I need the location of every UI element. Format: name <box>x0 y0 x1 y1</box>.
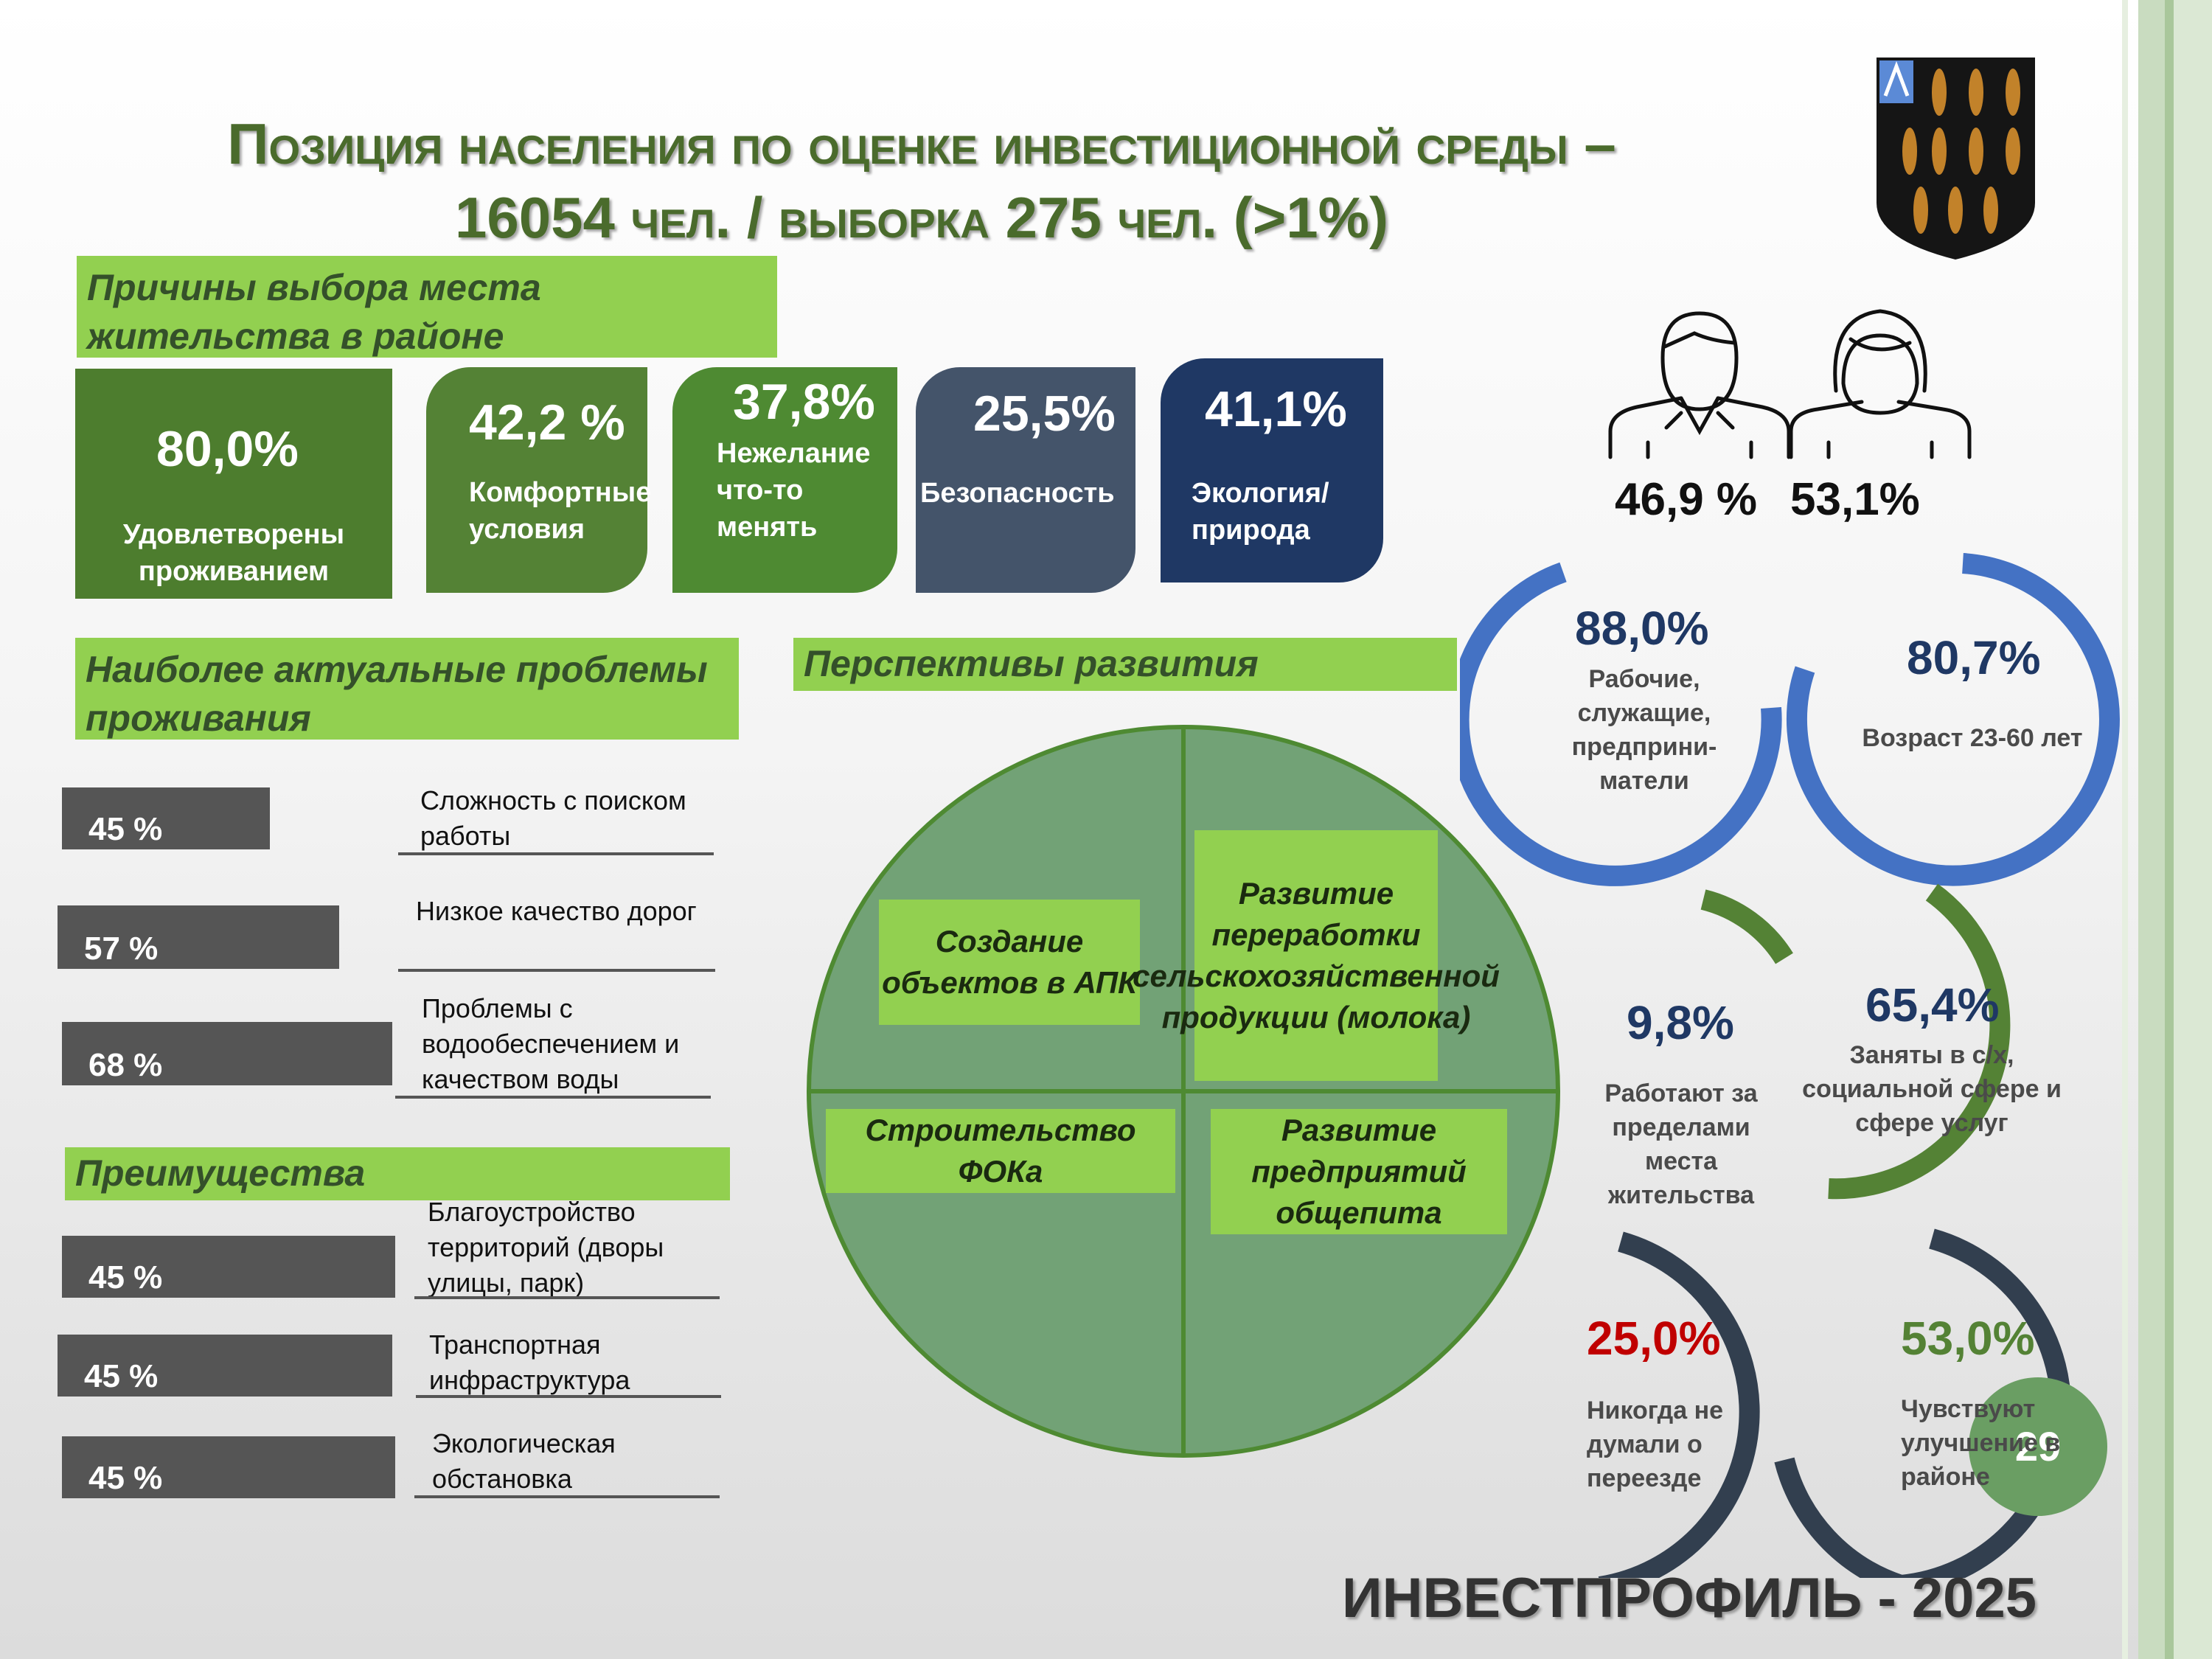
reason-card-comfort: 42,2 % Комфортные условия <box>426 367 652 593</box>
divider-line <box>414 1296 720 1299</box>
border-strip <box>2138 0 2165 1659</box>
problem-label: Сложность с поиском работы <box>420 785 686 851</box>
reason-card-ecology: 41,1% Экология/ природа <box>1161 358 1383 582</box>
border-strip <box>2174 0 2212 1659</box>
problem-value: 45 % <box>88 811 163 847</box>
advantage-bar: 45 % <box>62 1236 395 1298</box>
advantage-bar: 45 % <box>58 1335 392 1397</box>
improvement-percent: 53,0% <box>1901 1312 2035 1365</box>
divider-line <box>414 1495 720 1498</box>
agri-percent: 65,4% <box>1865 978 2000 1032</box>
reason-label: Экология/ природа <box>1192 478 1329 546</box>
prospect-item: Строительство ФОКа <box>826 1109 1175 1193</box>
problem-bar: 57 % <box>58 905 339 969</box>
outside-label: Работают за пределами места жительства <box>1604 1079 1758 1209</box>
age-percent: 80,7% <box>1907 631 2041 684</box>
advantages-heading: Преимущества <box>65 1147 730 1200</box>
workers-label: Рабочие, служащие, предприни-матели <box>1571 665 1717 795</box>
advantage-value: 45 % <box>88 1460 163 1496</box>
reason-value: 37,8% <box>733 374 875 430</box>
prospects-pie <box>804 723 1563 1460</box>
never-moved-label: Никогда не думали о переезде <box>1587 1397 1724 1492</box>
advantage-value: 45 % <box>84 1358 159 1394</box>
advantage-label: Транспортная инфраструктура <box>429 1329 630 1395</box>
footer-brand: ИНВЕСТПРОФИЛЬ - 2025 <box>1342 1567 2037 1630</box>
reason-value: 80,0% <box>156 421 299 477</box>
divider-line <box>398 969 715 972</box>
page-number-badge: 29 <box>1969 1377 2107 1516</box>
female-icon <box>1788 302 1972 465</box>
divider-line <box>395 1096 711 1099</box>
advantage-label: Экологическая обстановка <box>432 1428 616 1494</box>
problem-bar: 45 % <box>62 787 270 849</box>
prospect-item: Развитие предприятий общепита <box>1211 1109 1507 1234</box>
reasons-heading: Причины выбора места жительства в районе <box>77 256 777 358</box>
divider-line <box>416 1395 721 1398</box>
stats-rings <box>1448 546 2168 1597</box>
reason-label: Удовлетворены проживанием <box>122 519 345 587</box>
outside-percent: 9,8% <box>1627 996 1734 1049</box>
male-percent: 46,9 % <box>1615 474 1758 525</box>
reason-card-safety: 25,5% Безопасность <box>916 367 1135 593</box>
reason-label: Нежелание что-то менять <box>717 438 871 543</box>
reason-value: 42,2 % <box>469 394 625 451</box>
reason-value: 41,1% <box>1205 381 1347 437</box>
border-strip <box>2122 0 2128 1659</box>
page-subtitle: 16054 чел. / выборка 275 чел. (>1%) <box>454 185 1388 250</box>
never-moved-percent: 25,0% <box>1587 1312 1721 1365</box>
reason-card-no-change: 37,8% Нежелание что-то менять <box>672 367 897 593</box>
advantage-bar: 45 % <box>62 1436 395 1498</box>
problem-label: Низкое качество дорог <box>416 896 697 926</box>
reason-label: Безопасность <box>920 478 1115 509</box>
prospect-item: Создание объектов в АПК <box>879 900 1140 1025</box>
reason-label: Комфортные условия <box>469 477 652 545</box>
coat-of-arms-emblem <box>1869 52 2042 265</box>
problem-value: 57 % <box>84 931 159 967</box>
advantage-value: 45 % <box>88 1259 163 1295</box>
reason-value: 25,5% <box>973 386 1116 442</box>
page-number: 29 <box>2014 1423 2062 1470</box>
improvement-label: Чувствуют улучшение в районе <box>1901 1395 2061 1491</box>
problem-value: 68 % <box>88 1047 163 1083</box>
problem-label: Проблемы с водообеспечением и качеством … <box>422 993 680 1094</box>
border-strip <box>2165 0 2174 1659</box>
problems-heading: Наиболее актуальные проблемы проживания <box>75 638 739 740</box>
reason-card-satisfied: 80,0% Удовлетворены проживанием <box>75 369 392 599</box>
advantage-label: Благоустройство территорий (дворы улицы,… <box>428 1197 664 1298</box>
age-label: Возраст 23-60 лет <box>1862 724 2083 752</box>
divider-line <box>398 852 714 855</box>
page-title: Позиция населения по оценке инвестиционн… <box>227 111 1616 176</box>
male-icon <box>1607 302 1792 465</box>
female-percent: 53,1% <box>1790 474 1920 525</box>
problem-bar: 68 % <box>62 1022 392 1085</box>
prospects-heading: Перспективы развития <box>793 638 1457 691</box>
agri-label: Заняты в с/х, социальной сфере и сфере у… <box>1802 1041 2062 1137</box>
workers-percent: 88,0% <box>1575 602 1709 655</box>
prospect-item: Развитие переработки сельскохозяйственно… <box>1133 830 1500 1081</box>
